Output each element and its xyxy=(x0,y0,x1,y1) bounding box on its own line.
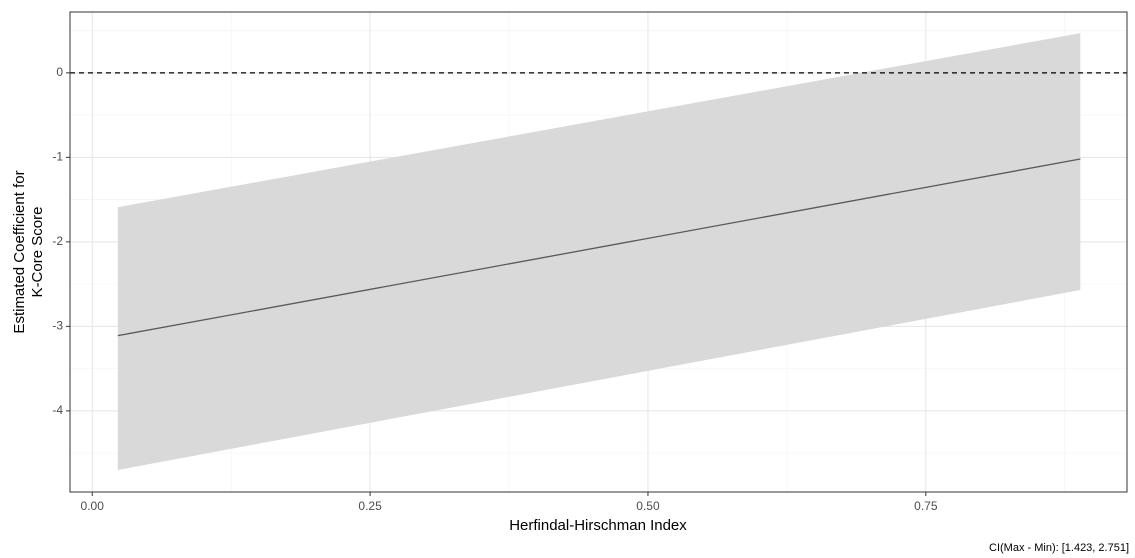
fit-line xyxy=(117,158,1081,337)
x-tick-label: 0.00 xyxy=(81,499,105,513)
x-tick-label: 0.25 xyxy=(358,499,382,513)
y-tick-label: -2 xyxy=(52,234,63,248)
y-tick-label: -3 xyxy=(52,319,63,333)
data xyxy=(70,33,1127,471)
y-tick-label: 0 xyxy=(56,65,63,79)
panel-border xyxy=(69,11,1128,493)
confidence-band xyxy=(117,33,1081,471)
annotation: CI(Max - Min): [1.423, 2.751] xyxy=(989,542,1129,554)
x-axis-title: Herfindal-Hirschman Index xyxy=(509,517,687,534)
x-tick-label: 0.50 xyxy=(636,499,660,513)
y-axis-title: K-Core Score xyxy=(29,207,46,298)
y-tick-label: -1 xyxy=(52,150,63,164)
x-tick-label: 0.75 xyxy=(914,499,938,513)
y-axis-title: Estimated Coefficient for xyxy=(11,170,28,333)
y-tick-label: -4 xyxy=(52,403,63,417)
